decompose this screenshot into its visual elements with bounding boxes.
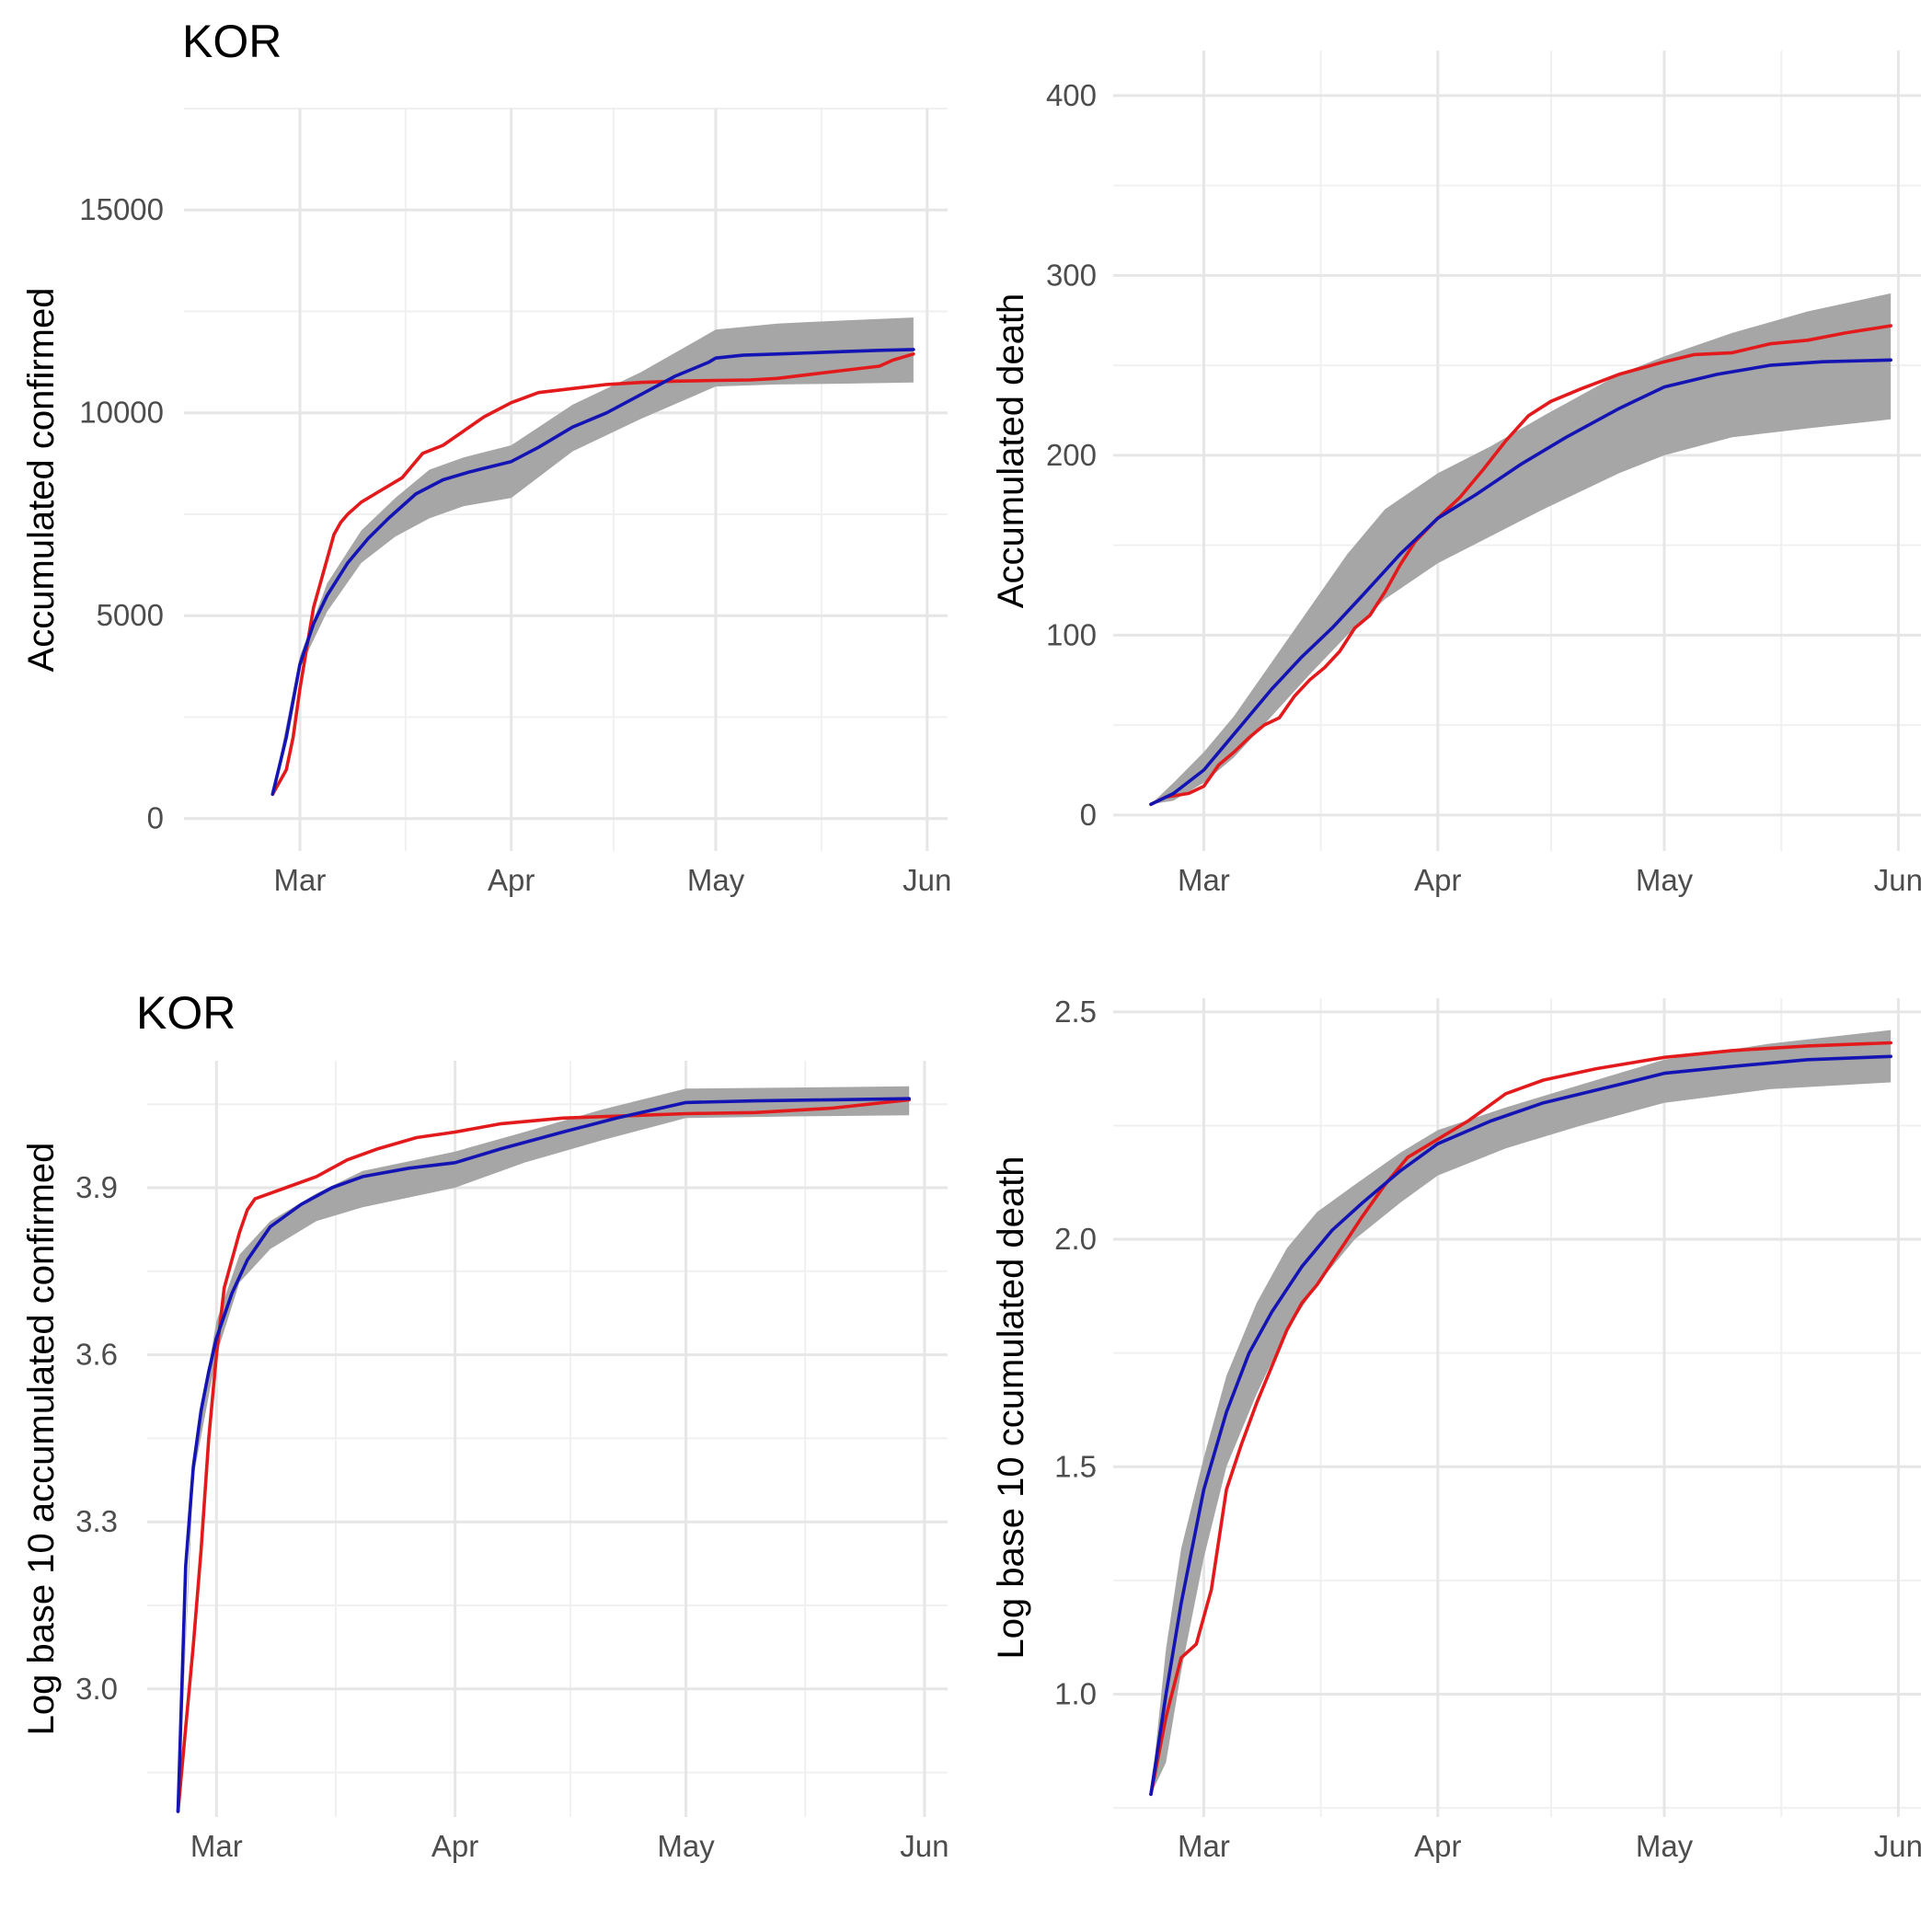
x-tick-label: Jun [1874, 863, 1923, 897]
confidence-band [272, 317, 914, 795]
x-tick-label: Jun [900, 1829, 949, 1863]
grid [184, 108, 948, 851]
fitted-line [1149, 358, 1892, 807]
x-tick-label: Mar [274, 863, 327, 897]
grid [147, 1061, 948, 1817]
y-tick-label: 0 [147, 801, 164, 835]
y-tick-label: 15000 [79, 192, 164, 226]
x-tick-label: May [1636, 863, 1694, 897]
panel-title: KOR [182, 16, 282, 67]
observed-line [1149, 1041, 1892, 1797]
y-tick-label: 1.0 [1054, 1677, 1097, 1711]
grid [1113, 51, 1921, 851]
fitted-line [1149, 1054, 1892, 1797]
x-tick-label: May [1636, 1829, 1694, 1863]
y-tick-label: 300 [1046, 258, 1097, 292]
panel-title: KOR [136, 987, 236, 1039]
y-axis-title: Accumulated death [991, 293, 1031, 608]
grid [1113, 998, 1921, 1817]
x-tick-label: May [657, 1829, 715, 1863]
panel-2: 0 100 200 300 400 Mar Apr May Jun Accumulated dea… [991, 51, 1923, 897]
fitted-line [270, 348, 915, 797]
y-axis-title: Log base 10 ccumulated death [991, 1156, 1031, 1659]
y-tick-label: 2.5 [1054, 995, 1097, 1029]
x-tick-label: Apr [431, 1829, 478, 1863]
y-tick-label: 3.3 [75, 1504, 118, 1538]
y-tick-label: 3.9 [75, 1170, 118, 1204]
panel-3: 3.0 3.3 3.6 3.9 Mar Apr May Jun Log base 10 accu… [21, 987, 949, 1863]
confidence-band [1151, 1029, 1892, 1795]
observed-line [176, 1098, 912, 1813]
x-tick-label: Apr [1414, 1829, 1461, 1863]
y-tick-label: 100 [1046, 617, 1097, 651]
x-tick-label: Jun [1874, 1829, 1923, 1863]
x-tick-label: Mar [1178, 1829, 1230, 1863]
y-tick-label: 10000 [79, 396, 164, 430]
y-tick-label: 2.0 [1054, 1222, 1097, 1256]
y-axis-title: Accumulated confirmed [21, 288, 62, 673]
x-tick-label: Apr [488, 863, 535, 897]
confidence-band [1151, 293, 1892, 805]
x-tick-label: May [687, 863, 745, 897]
panel-4: 1.0 1.5 2.0 2.5 Mar Apr May Jun Log base 10 ccum… [991, 995, 1923, 1863]
y-tick-label: 1.5 [1054, 1449, 1097, 1483]
y-tick-label: 5000 [97, 598, 164, 632]
confidence-band [178, 1086, 910, 1811]
x-tick-label: Mar [1178, 863, 1230, 897]
x-tick-label: Apr [1414, 863, 1461, 897]
y-axis-title: Log base 10 accumulated confirmed [21, 1143, 62, 1736]
x-tick-label: Jun [903, 863, 951, 897]
y-tick-label: 400 [1046, 78, 1097, 112]
y-tick-label: 3.0 [75, 1672, 118, 1706]
panel-1: 0 5000 10000 15000 Mar Apr May Jun Accumulated c… [21, 16, 951, 897]
fitted-line [176, 1097, 912, 1813]
y-tick-label: 3.6 [75, 1338, 118, 1372]
y-tick-label: 0 [1080, 798, 1097, 832]
observed-line [1149, 324, 1892, 807]
x-tick-label: Mar [190, 1829, 243, 1863]
y-tick-label: 200 [1046, 438, 1097, 472]
